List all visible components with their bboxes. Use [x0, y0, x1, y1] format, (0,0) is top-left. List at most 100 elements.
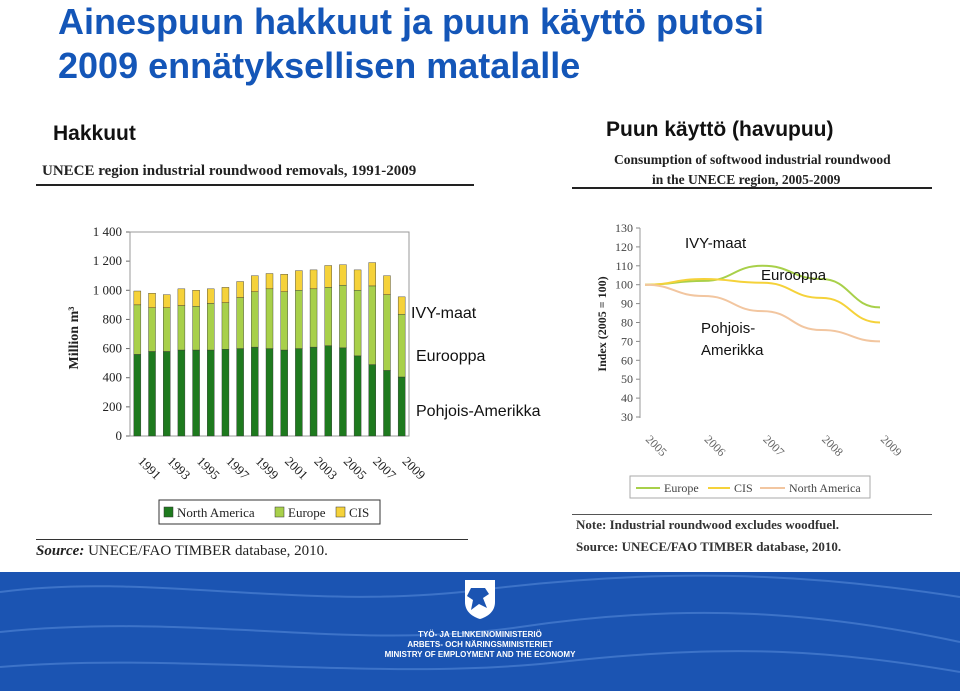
- left-y-tick-label: 0: [116, 428, 123, 443]
- left-source-text: UNECE/FAO TIMBER database, 2010.: [88, 543, 328, 559]
- right-note-rule: [572, 514, 932, 515]
- right-chart-title-line-2: in the UNECE region, 2005-2009: [652, 172, 841, 187]
- left-x-tick-label: 2001: [282, 454, 311, 483]
- right-legend-label-north-america: North America: [789, 481, 861, 495]
- left-bar-north-america-1999: [251, 346, 259, 437]
- right-y-tick-label: 50: [621, 372, 633, 386]
- right-x-tick-label: 2005: [643, 432, 670, 459]
- left-bar-north-america-1997: [221, 349, 230, 437]
- right-title-rule: [572, 187, 932, 189]
- ministry-name-en: MINISTRY OF EMPLOYMENT AND THE ECONOMY: [384, 650, 576, 659]
- left-bar-europe-1995: [192, 306, 200, 351]
- left-source-rule: [36, 539, 468, 540]
- left-heading: Hakkuut: [53, 122, 136, 145]
- left-source-label: Source:: [36, 543, 85, 559]
- left-chart-title: UNECE region industrial roundwood remova…: [42, 163, 417, 179]
- right-x-tick-label: 2009: [878, 432, 905, 459]
- slide-title-line-2: 2009 ennätyksellisen matalalle: [58, 45, 581, 86]
- slide-title-line-1: Ainespuun hakkuut ja puun käyttö putosi: [58, 1, 765, 42]
- slide-title: Ainespuun hakkuut ja puun käyttö putosi …: [58, 0, 938, 88]
- right-line-europe: [644, 264, 881, 309]
- left-bar-europe-1991: [133, 304, 142, 355]
- left-annotation-eurooppa: Eurooppa: [416, 348, 485, 365]
- left-annotation-ivy: IVY-maat: [411, 305, 477, 322]
- right-legend-label-europe: Europe: [664, 481, 699, 495]
- left-bar-europe-2006: [353, 290, 362, 357]
- right-source: Source: UNECE/FAO TIMBER database, 2010.: [576, 539, 842, 554]
- left-bar-europe-1996: [207, 303, 215, 351]
- right-line-cis: [644, 278, 881, 324]
- left-bar-europe-2007: [368, 285, 376, 365]
- left-bar-north-america-1995: [192, 349, 200, 437]
- left-bar-europe-1994: [177, 305, 186, 351]
- left-bar-north-america-2007: [368, 364, 376, 437]
- left-y-tick-label: 600: [103, 341, 123, 356]
- left-x-tick-label: 2007: [370, 454, 399, 483]
- left-bar-north-america-2003: [309, 346, 318, 437]
- left-bar-europe-2000: [265, 288, 274, 349]
- ministry-name-fi: TYÖ- JA ELINKEINOMINISTERIÖ: [418, 630, 542, 639]
- left-bar-cis-2002: [295, 270, 303, 291]
- right-y-axis-label: Index (2005 = 100): [595, 276, 609, 371]
- left-bar-north-america-1992: [148, 351, 156, 437]
- right-y-tick-label: 120: [615, 240, 633, 254]
- right-y-tick-label: 30: [621, 410, 633, 424]
- left-bar-north-america-1996: [207, 349, 215, 437]
- legend-swatch-north-america: [163, 506, 174, 518]
- left-bar-europe-1997: [221, 302, 230, 350]
- right-annotation-ivy: IVY-maat: [685, 235, 747, 252]
- right-note: Note: Industrial roundwood excludes wood…: [576, 517, 840, 532]
- left-bar-north-america-2008: [383, 370, 391, 437]
- left-x-tick-label: 1995: [194, 454, 223, 483]
- left-title-rule: [36, 184, 474, 186]
- left-y-axis-label: Million m³: [67, 307, 82, 370]
- left-y-tick-label: 800: [103, 311, 123, 326]
- right-x-tick-label: 2007: [760, 432, 787, 459]
- left-bar-north-america-2000: [265, 348, 274, 437]
- ministry-name: TYÖ- JA ELINKEINOMINISTERIÖ ARBETS- OCH …: [0, 630, 960, 660]
- left-bar-cis-2006: [353, 269, 362, 291]
- right-chart: Index (2005 = 100) 30 40 50 60 70 80 90 100 110 1…: [595, 221, 905, 499]
- legend-label-north-america: North America: [177, 505, 255, 520]
- left-y-tick-label: 1 000: [93, 282, 122, 297]
- left-bar-cis-2001: [280, 274, 288, 292]
- left-bar-cis-2004: [324, 265, 332, 288]
- left-x-tick-label: 2005: [341, 454, 370, 483]
- left-x-tick-label: 2003: [311, 454, 340, 483]
- right-x-tick-label: 2008: [819, 432, 846, 459]
- left-bar-cis-2009: [397, 296, 406, 315]
- left-bar-cis-1995: [192, 290, 200, 307]
- left-x-tick-label: 1997: [223, 454, 252, 483]
- right-legend-label-cis: CIS: [734, 481, 753, 495]
- left-x-tick-label: 1999: [253, 454, 282, 483]
- left-bar-cis-1993: [163, 294, 171, 308]
- left-y-tick-label: 1 200: [93, 253, 122, 268]
- left-bar-cis-1992: [148, 293, 156, 308]
- left-bar-cis-1999: [251, 275, 259, 292]
- right-y-tick-label: 100: [615, 278, 633, 292]
- right-chart-title: Consumption of softwood industrial round…: [614, 150, 891, 190]
- legend-label-europe: Europe: [288, 505, 326, 520]
- left-bar-europe-1999: [251, 291, 259, 348]
- right-line-north-america: [644, 283, 881, 343]
- left-bar-north-america-2004: [324, 345, 332, 437]
- left-bar-europe-2001: [280, 291, 288, 351]
- left-bar-north-america-2001: [280, 349, 288, 437]
- right-annotation-eurooppa: Eurooppa: [761, 267, 827, 284]
- left-y-tick-label: 1 400: [93, 224, 122, 239]
- left-bar-europe-2002: [295, 290, 303, 349]
- left-x-tick-label: 1993: [165, 454, 194, 483]
- left-bar-europe-1992: [148, 307, 156, 352]
- right-y-tick-label: 90: [621, 297, 633, 311]
- ministry-lion-logo-icon: [461, 578, 499, 620]
- left-source: Source: UNECE/FAO TIMBER database, 2010.: [36, 543, 328, 560]
- left-bar-cis-2000: [265, 273, 274, 290]
- right-y-tick-label: 70: [621, 334, 633, 348]
- right-chart-title-line-1: Consumption of softwood industrial round…: [614, 152, 891, 167]
- left-bar-cis-2003: [309, 269, 318, 290]
- ministry-name-sv: ARBETS- OCH NÄRINGSMINISTERIET: [407, 640, 553, 649]
- legend-swatch-europe: [274, 506, 285, 518]
- left-bar-europe-2004: [324, 287, 332, 346]
